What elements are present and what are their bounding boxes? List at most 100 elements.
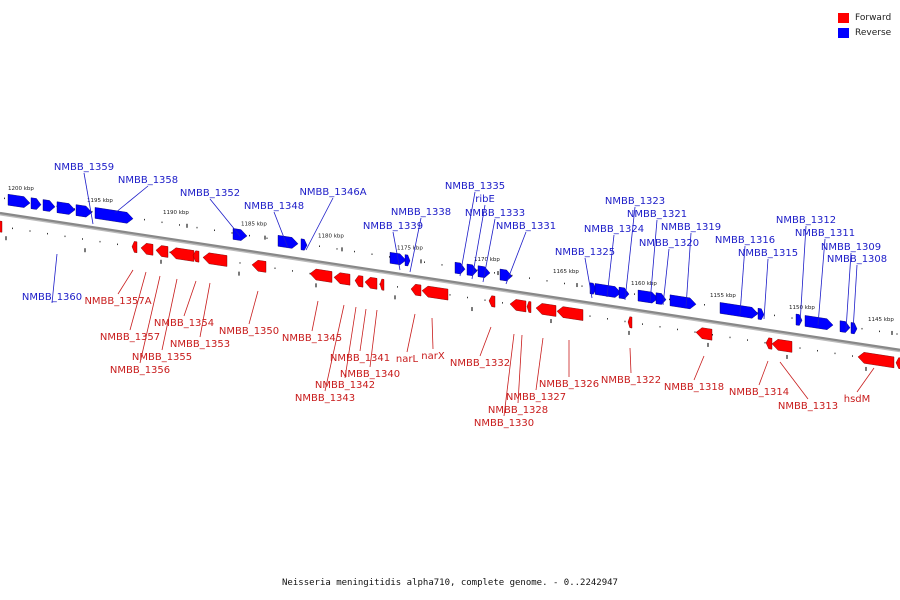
reverse-gene-arrow [42, 199, 56, 212]
scale-dot [239, 262, 241, 264]
scale-dot [144, 218, 145, 221]
gene-label: NMBB_1315 [738, 248, 798, 259]
forward-gene-arrow [333, 272, 351, 286]
gene-label: NMBB_1335 [445, 181, 505, 192]
gene-leader-line [856, 367, 875, 393]
forward-gene-arrow [309, 268, 333, 283]
gene-label: NMBB_1312 [776, 215, 836, 226]
scale-dot [292, 270, 293, 272]
gene-label: NMBB_1341 [330, 353, 390, 364]
scale-dot [319, 245, 320, 247]
scale-dot [581, 285, 583, 287]
gene-label: NMBB_1360 [22, 292, 82, 303]
scale-dot [529, 277, 530, 279]
gene-label: NMBB_1354 [154, 318, 214, 329]
scale-dot [397, 286, 398, 288]
forward-gene-arrow [251, 259, 267, 273]
gene-label: NMBB_1319 [661, 222, 721, 233]
gene-label: NMBB_1327 [506, 392, 566, 403]
genome-backbone [0, 211, 900, 351]
gene-leader-line [517, 334, 523, 404]
forward-gene-arrow [169, 247, 195, 262]
reverse-gene-arrow [804, 315, 834, 330]
gene-label: NMBB_1325 [555, 247, 615, 258]
gene-label: NMBB_1326 [539, 379, 599, 390]
scale-dot [546, 280, 548, 282]
reverse-gene-arrow [56, 201, 76, 215]
reverse-gene-arrow [839, 320, 851, 333]
forward-gene-arrow [354, 275, 364, 288]
forward-gene-arrow [364, 277, 378, 290]
gene-leader-line [662, 248, 670, 306]
legend-reverse: Reverse [838, 25, 891, 40]
scale-dot [624, 320, 626, 323]
scale-dot [729, 336, 731, 339]
scale-dot [266, 237, 268, 240]
gene-leader-line [685, 232, 692, 308]
scale-dot [747, 339, 748, 341]
gene-leader-line [161, 278, 178, 351]
scale-dot [389, 256, 390, 258]
gene-label: NMBB_1339 [363, 221, 423, 232]
gene-leader-line [392, 231, 401, 271]
scale-dot [336, 248, 338, 250]
scale-dot [704, 304, 705, 306]
scale-dot [634, 293, 635, 295]
forward-gene-arrow [202, 252, 228, 267]
gene-label: NMBB_1353 [170, 339, 230, 350]
scale-dot [467, 296, 468, 299]
gene-label: NMBB_1352 [180, 188, 240, 199]
reverse-gene-arrow [618, 286, 630, 300]
kbp-tick-label: 1180 kbp [318, 233, 344, 239]
gene-label: NMBB_1346A [299, 187, 366, 198]
gene-label: NMBB_1348 [244, 201, 304, 212]
gene-label: NMBB_1330 [474, 418, 534, 429]
gene-leader-line [51, 253, 58, 304]
gene-leader-line [359, 308, 367, 352]
gene-leader-line [129, 271, 147, 331]
gene-leader-line [763, 258, 769, 320]
scale-dot [852, 355, 853, 357]
forward-gene-arrow [488, 295, 496, 308]
scale-dot [441, 264, 443, 266]
forward-gene-arrow [140, 243, 154, 256]
gene-label: NMBB_1350 [219, 326, 279, 337]
forward-gene-arrow [379, 278, 385, 291]
reverse-gene-arrow [477, 265, 491, 278]
scale-dot [29, 230, 31, 232]
forward-gene-arrow [535, 303, 557, 317]
gene-leader-line [324, 304, 345, 392]
gene-label: narL [396, 354, 419, 365]
gene-leader-line [471, 204, 486, 280]
gene-label: NMBB_1332 [450, 358, 510, 369]
scale-dot [449, 294, 451, 296]
gene-label: NMBB_1355 [132, 352, 192, 363]
genome-caption: Neisseria meningitidis alpha710, complet… [282, 578, 618, 588]
forward-gene-arrow [556, 306, 584, 321]
forward-gene-arrow [765, 337, 773, 350]
forward-gene-arrow [895, 357, 900, 369]
gene-leader-line [369, 309, 378, 368]
legend-forward-swatch [838, 12, 849, 23]
reverse-gene-arrow [637, 289, 659, 304]
gene-label: NMBB_1331 [496, 221, 556, 232]
forward-gene-arrow [155, 245, 169, 258]
scale-dot [99, 240, 101, 243]
gene-leader-line [199, 282, 211, 338]
reverse-gene-arrow [277, 235, 299, 249]
kbp-tick-label: 1155 kbp [710, 293, 736, 299]
scale-dot [231, 232, 233, 234]
gene-label: hsdM [844, 394, 871, 405]
gene-label: NMBB_1321 [627, 209, 687, 220]
scale-dot [817, 349, 818, 352]
reverse-gene-arrow [850, 322, 858, 335]
forward-gene-arrow [627, 316, 633, 329]
gene-leader-line [505, 231, 527, 285]
gene-label: ribE [475, 194, 495, 205]
scale-dot [511, 274, 513, 277]
scale-dot [82, 238, 83, 240]
gene-leader-line [273, 211, 289, 249]
reverse-gene-arrow [466, 263, 478, 277]
reverse-gene-arrow [454, 261, 466, 275]
reverse-gene-arrow [719, 302, 759, 319]
